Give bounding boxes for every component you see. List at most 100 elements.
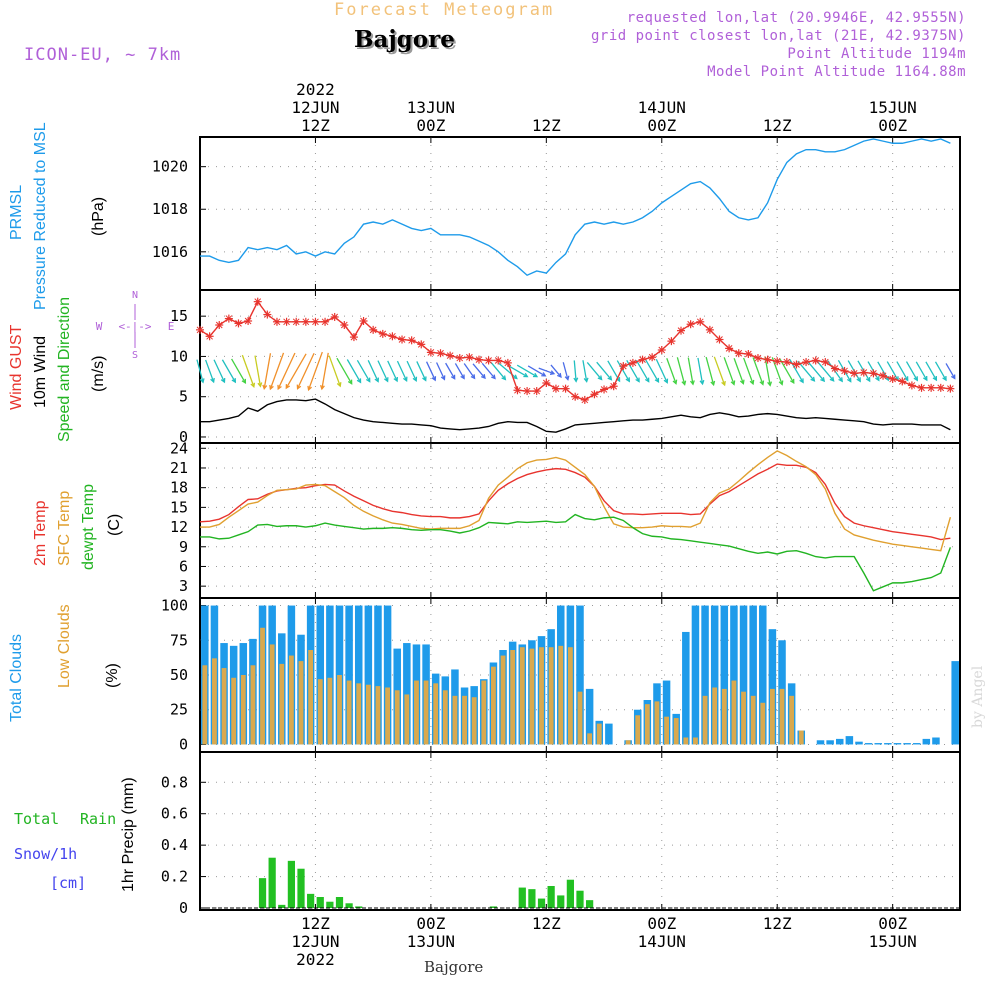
- wind-speed-dir-label: Speed and Direction: [56, 297, 73, 442]
- bar-low-clouds: [433, 683, 439, 745]
- footer-location: Bajgore: [424, 958, 484, 976]
- model-altitude: Model Point Altitude 1164.88m: [707, 64, 966, 80]
- top-time-label: 00Z: [878, 116, 907, 135]
- panel-frame: [199, 136, 961, 291]
- top-time-label: 12JUN: [291, 98, 339, 117]
- total-clouds-label: Total Clouds: [8, 633, 25, 722]
- gust-marker: [648, 353, 656, 361]
- wind-vector-head: [865, 377, 871, 383]
- wind-vector-head: [199, 378, 205, 384]
- gust-marker: [514, 386, 521, 394]
- wind-vector-head: [210, 377, 215, 384]
- bar-total-rain: [518, 887, 526, 908]
- wind-vector-head: [412, 376, 418, 382]
- gust-marker: [735, 349, 743, 357]
- wind-vector: [797, 360, 815, 382]
- wind-vector-head: [820, 376, 826, 383]
- wind-vector-head: [799, 378, 804, 384]
- wind-vector: [328, 355, 341, 387]
- bar-low-clouds: [288, 655, 294, 745]
- wind-vector: [435, 362, 446, 380]
- wind-vector: [377, 360, 389, 382]
- precip-snow-label: Snow/1h: [14, 845, 78, 863]
- bar-low-clouds: [221, 668, 227, 745]
- wind-vector-head: [241, 378, 247, 385]
- gust-marker: [870, 369, 877, 377]
- top-time-label: 12Z: [301, 116, 330, 135]
- wind-vector: [676, 357, 686, 385]
- bar-low-clouds: [481, 680, 487, 745]
- wind-vector: [896, 361, 909, 381]
- wind-vector-head: [950, 374, 956, 380]
- wind-vector: [771, 357, 783, 385]
- wind-vector-head: [699, 379, 705, 386]
- y-tick-label: 10: [170, 347, 188, 365]
- bar-low-clouds: [731, 680, 737, 745]
- wind-vector: [697, 357, 704, 385]
- wind-vector: [307, 351, 323, 391]
- gust-marker: [196, 326, 204, 334]
- gust-marker: [591, 390, 598, 398]
- wind-vector-head: [470, 374, 476, 380]
- gust-marker: [918, 384, 925, 392]
- panel-frame: [199, 751, 961, 911]
- wind-vector: [346, 359, 362, 383]
- temp-unit: (C): [106, 513, 123, 536]
- wind-vector-head: [625, 377, 630, 383]
- gust-marker: [831, 365, 839, 372]
- gust-marker: [292, 318, 300, 326]
- bar-total-rain: [278, 904, 286, 908]
- bar-low-clouds: [231, 677, 237, 745]
- bar-total-clouds: [864, 743, 873, 745]
- series-line-pressure: [200, 138, 951, 277]
- wind-vector-head: [810, 376, 816, 382]
- bar-total-clouds: [730, 605, 738, 745]
- wind-vector-head: [923, 376, 928, 382]
- wind-vector: [635, 359, 650, 382]
- bottom-time-label: 12Z: [301, 914, 330, 933]
- bar-low-clouds: [664, 716, 669, 745]
- y-tick-label: 0.6: [161, 805, 188, 823]
- gust-marker: [629, 359, 637, 367]
- bar-low-clouds: [500, 655, 506, 745]
- bar-low-clouds: [385, 687, 390, 745]
- wind-vector-head: [749, 379, 755, 386]
- wind-vector-head: [450, 374, 456, 380]
- gust-marker: [254, 298, 262, 306]
- bar-total-rain: [566, 879, 574, 908]
- wind-vector-head: [431, 376, 437, 382]
- wind-vector: [213, 359, 226, 383]
- bottom-time-label: 15JUN: [869, 932, 917, 951]
- bar-total-rain: [547, 886, 555, 908]
- gust-marker: [571, 393, 579, 401]
- bar-low-clouds: [693, 737, 698, 745]
- y-tick-label: 6: [179, 557, 188, 575]
- bar-total-rain: [335, 897, 344, 908]
- gust-marker: [821, 358, 829, 366]
- bar-total-rain: [576, 890, 584, 908]
- bar-total-clouds: [884, 743, 892, 745]
- bar-low-clouds: [250, 665, 256, 745]
- wind-vector-head: [564, 375, 570, 381]
- gust-marker: [764, 356, 771, 364]
- wind-vector-head: [393, 376, 398, 383]
- gust-marker: [850, 369, 858, 377]
- bar-total-rain: [557, 895, 565, 908]
- wind-vector-head: [913, 376, 918, 382]
- wind-vector: [285, 353, 307, 389]
- wind-vector: [945, 363, 956, 379]
- wind-vector-head: [277, 384, 282, 391]
- wind-vector-head: [778, 380, 784, 386]
- wind-vector: [221, 359, 236, 383]
- gust-marker: [783, 358, 791, 366]
- wind-vector-head: [663, 378, 669, 384]
- gust-marker: [879, 372, 887, 380]
- wind-vector-head: [759, 380, 765, 386]
- wind-vector: [463, 363, 476, 379]
- gust-marker: [273, 318, 281, 326]
- gust-marker: [610, 382, 618, 390]
- clouds-unit: (%): [104, 663, 121, 688]
- wind-vector-head: [672, 379, 678, 385]
- bar-low-clouds: [519, 647, 525, 745]
